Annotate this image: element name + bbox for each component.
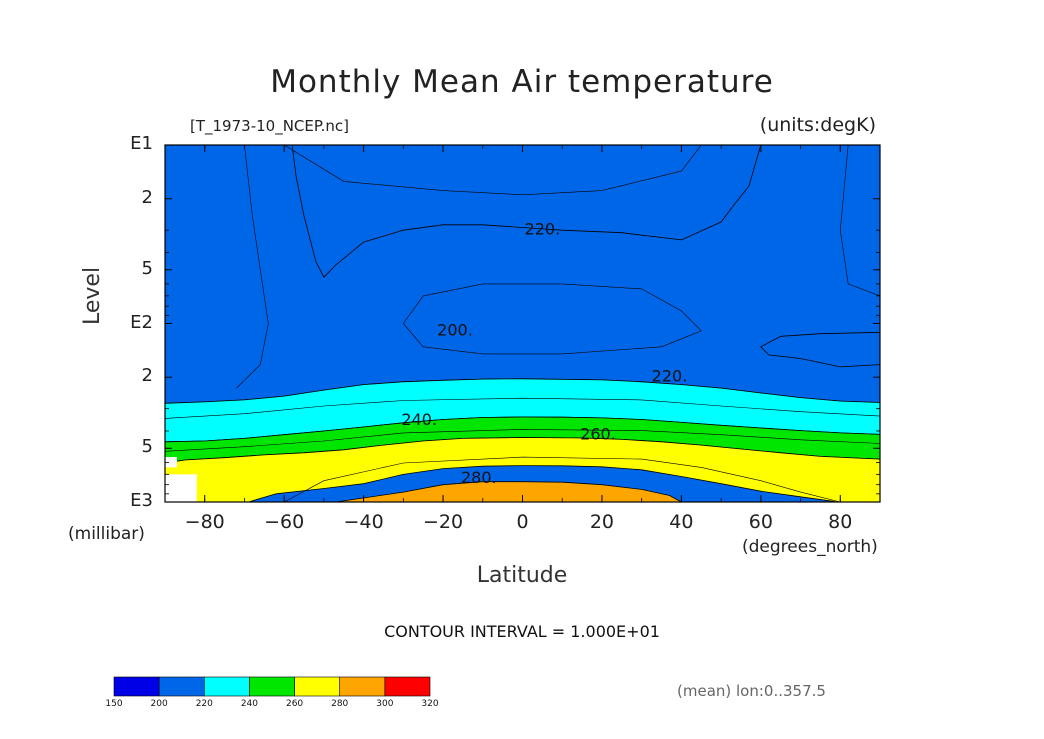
chart-title: Monthly Mean Air temperature bbox=[270, 64, 774, 100]
x-tick-label: 60 bbox=[748, 511, 773, 533]
x-tick-label: −80 bbox=[184, 511, 225, 533]
contour-label: 200. bbox=[437, 320, 473, 339]
contour-line bbox=[284, 456, 841, 502]
x-tick-label: −60 bbox=[264, 511, 305, 533]
x-tick-label: 80 bbox=[828, 511, 853, 533]
x-tick-label: 40 bbox=[669, 511, 694, 533]
file-label: [T_1973-10_NCEP.nc] bbox=[190, 117, 349, 135]
contour-label: 220. bbox=[525, 220, 561, 239]
colorbar-swatch bbox=[384, 676, 431, 697]
y-tick-label: 2 bbox=[141, 186, 153, 208]
contour-line bbox=[284, 145, 702, 196]
missing-data-cell bbox=[165, 474, 197, 502]
colorbar-label: 300 bbox=[376, 699, 394, 709]
colorbar-swatch bbox=[249, 676, 295, 697]
contour-interval: CONTOUR INTERVAL = 1.000E+01 bbox=[384, 622, 660, 641]
colorbar-label: 150 bbox=[105, 699, 123, 709]
temperature-band-280-300 bbox=[335, 481, 682, 502]
x-tick-label: −40 bbox=[343, 511, 384, 533]
x-axis-title: Latitude bbox=[476, 563, 568, 588]
x-tick-label: 0 bbox=[516, 511, 529, 533]
y-axis-units: (millibar) bbox=[68, 524, 145, 544]
colorbar-swatch bbox=[113, 676, 160, 697]
contour-label: 220. bbox=[652, 367, 688, 386]
y-tick-label: 5 bbox=[141, 257, 153, 279]
colorbar-swatch bbox=[158, 676, 205, 697]
temperature-band-260-280 bbox=[165, 437, 880, 502]
x-axis-units: (degrees_north) bbox=[742, 537, 878, 557]
colorbar-swatch bbox=[203, 676, 250, 697]
contour-line bbox=[165, 397, 880, 419]
contour-line bbox=[236, 145, 269, 389]
contour-line bbox=[403, 283, 702, 355]
x-tick-label: 20 bbox=[589, 511, 615, 533]
x-tick-label: −20 bbox=[422, 511, 464, 533]
contour-label: 280. bbox=[461, 468, 497, 487]
y-tick-label: E1 bbox=[130, 133, 153, 154]
contour-label: 260. bbox=[580, 424, 616, 443]
y-tick-label: E3 bbox=[130, 490, 153, 511]
y-tick-label: E2 bbox=[130, 311, 153, 333]
missing-data-cell bbox=[165, 457, 177, 468]
colorbar-label: 320 bbox=[421, 699, 439, 709]
colorbar-label: 280 bbox=[331, 699, 349, 709]
contour-line bbox=[165, 429, 880, 452]
colorbar-label: 220 bbox=[195, 699, 213, 709]
y-tick-label: 2 bbox=[141, 365, 153, 387]
colorbar-label: 260 bbox=[285, 699, 304, 709]
colorbar-swatch bbox=[294, 676, 341, 697]
contour-label: 240. bbox=[401, 410, 437, 429]
colorbar-label: 200 bbox=[150, 699, 168, 709]
contour-line bbox=[839, 145, 880, 297]
y-tick-label: 5 bbox=[141, 436, 153, 458]
colorbar-swatch bbox=[339, 676, 386, 697]
mean-label: (mean) lon:0..357.5 bbox=[677, 682, 826, 700]
colorbar-label: 240 bbox=[240, 699, 259, 709]
units-label: (units:degK) bbox=[759, 114, 876, 136]
